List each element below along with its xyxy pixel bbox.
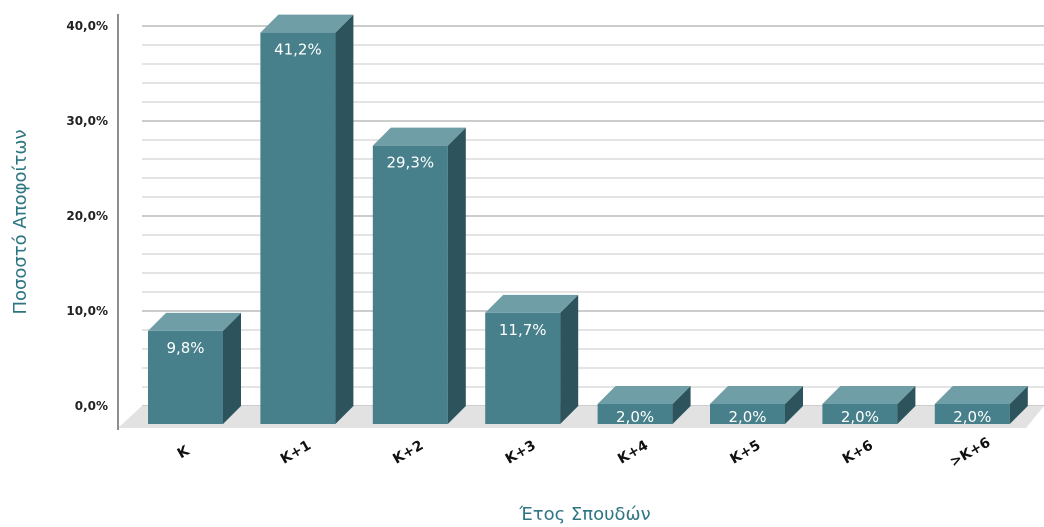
y-tick-label: 0,0% [75,399,108,413]
bar-value-label: 9,8% [166,339,204,357]
bar-6: 2,0% [710,386,803,426]
bar-front [372,145,448,424]
x-tick-label: K+6 [840,438,876,468]
bars: 9,8% 41,2% 29,3% 11,7% 2,0% 2,0% 2,0% 2,0% [148,14,1028,426]
y-tick-label: 10,0% [66,304,108,318]
x-tick-labels: K K+1 K+2 K+3 K+4 K+5 K+6 >K+6 [175,435,994,471]
bar-1: 9,8% [148,312,241,424]
bar-value-label: 41,2% [274,41,322,59]
chart-floor [118,406,1044,428]
bar-front [148,330,223,424]
bar-top [710,386,803,404]
y-tick-label: 40,0% [66,19,108,33]
bar-side [672,386,691,424]
x-axis-title: Έτος Σπουδών [518,504,650,525]
bar-front [934,404,1010,424]
bar-top [934,386,1028,404]
bar-value-label: 2,0% [953,408,991,426]
bar-side [447,127,466,425]
x-tick-label: K [175,442,193,462]
floor-plane [118,406,1044,428]
x-tick-label: K+5 [728,438,764,468]
bar-value-label: 2,0% [841,408,879,426]
y-tick-labels: 0,0% 10,0% 20,0% 30,0% 40,0% [66,19,108,413]
bar-4: 11,7% [485,294,579,424]
bar-top [148,312,241,331]
bar-value-label: 29,3% [386,154,434,172]
y-tick-label: 30,0% [66,114,108,128]
bar-2: 41,2% [260,14,354,424]
bar-front [260,32,336,424]
bar-front [485,312,561,424]
x-tick-label: K+2 [390,438,426,468]
bar-front [597,404,673,424]
bar-8: 2,0% [934,386,1028,426]
x-tick-label: K+4 [615,437,651,467]
bar-top [822,386,916,404]
bar-value-label: 2,0% [728,408,766,426]
bar-top [485,294,579,313]
bar-top [372,127,466,146]
bar-5: 2,0% [597,386,691,426]
bar-side [335,14,354,424]
x-tick-label: K+1 [278,438,314,468]
bar-side [560,294,579,424]
x-tick-label: K+3 [503,438,539,468]
bar-value-label: 2,0% [616,408,654,426]
bar-side [785,386,803,424]
x-tick-label: >K+6 [947,435,993,471]
bar-3: 29,3% [372,127,466,425]
bar-top [260,14,354,33]
bar-front [710,404,785,424]
y-tick-label: 20,0% [66,209,108,223]
bar-front [822,404,898,424]
bar-side [223,312,241,424]
bar-value-label: 11,7% [499,321,547,339]
bar-side [897,386,916,424]
y-axis-title: Ποσοστό Αποφοίτων [10,129,31,314]
bar-7: 2,0% [822,386,916,426]
bar-top [597,386,691,404]
bar-side [1009,386,1028,424]
